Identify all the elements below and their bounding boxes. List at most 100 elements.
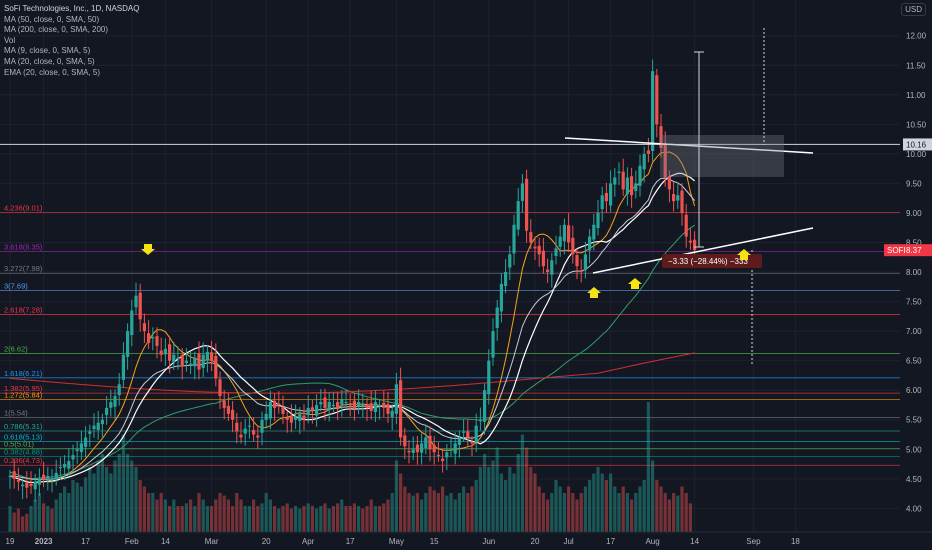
- fib-level-label: 0.236(4.73): [4, 456, 43, 465]
- volume-bar: [352, 503, 356, 532]
- symbol-title[interactable]: SoFi Technologies, Inc., 1D, NASDAQ: [4, 4, 140, 13]
- volume-bar: [205, 506, 209, 532]
- legend-ma200[interactable]: MA (200, close, 0, SMA, 200): [4, 25, 109, 35]
- volume-bar: [298, 508, 302, 532]
- candle-body: [260, 419, 264, 433]
- volume-bar: [319, 506, 323, 532]
- fib-level-label: 2(6.62): [4, 345, 28, 354]
- legend-ma20[interactable]: MA (20, close, 0, SMA, 5): [4, 56, 95, 66]
- price-tick: 6.50: [906, 357, 922, 366]
- price-tick: 7.00: [906, 327, 922, 336]
- volume-bar: [634, 493, 638, 532]
- candle-body: [457, 437, 461, 445]
- fib-level-label: 1(5.54): [4, 408, 28, 417]
- candle-body: [113, 396, 117, 407]
- price-axis[interactable]: 12.00 11.50 11.00 10.50 10.00 9.50 9.00 8.50 8.0…: [884, 0, 932, 550]
- candle-body: [609, 183, 613, 206]
- volume-bar: [516, 454, 520, 532]
- ma200-line: [9, 352, 695, 394]
- volume-bar: [155, 499, 159, 532]
- candle-body: [688, 240, 692, 243]
- candle-body: [588, 236, 592, 251]
- volume-bar: [520, 434, 524, 532]
- volume-bar: [596, 467, 600, 532]
- candle-body: [58, 467, 62, 469]
- time-axis[interactable]: 19 2023 17 Feb 14 Mar 20 Apr 17 May 15 Jun 20 Jul 17 Au…: [0, 531, 932, 546]
- volume-bar: [54, 499, 58, 532]
- volume-bar: [327, 508, 331, 532]
- volume-bar: [172, 499, 176, 532]
- volume-bar: [508, 467, 512, 532]
- volume-bar: [474, 480, 478, 532]
- volume-bar: [583, 486, 587, 532]
- volume-bar: [8, 506, 12, 532]
- volume-bar: [357, 506, 361, 532]
- volume-bar: [331, 506, 335, 532]
- volume-bar: [336, 503, 340, 532]
- volume-bar: [617, 493, 621, 532]
- candle-body: [630, 176, 634, 196]
- volume-bar: [294, 506, 298, 532]
- volume-bar: [453, 499, 457, 532]
- candle-body: [638, 165, 642, 186]
- legend-ma50[interactable]: MA (50, close, 0, SMA, 50): [4, 14, 100, 24]
- candle-body: [25, 482, 29, 488]
- candle-body: [378, 404, 382, 407]
- volume-bar: [130, 460, 134, 532]
- price-tick: 11.00: [906, 91, 926, 100]
- candle-body: [189, 363, 193, 365]
- candle-body: [365, 405, 369, 408]
- volume-bar: [550, 493, 554, 532]
- price-tick: 6.00: [906, 386, 922, 395]
- volume-bar: [609, 473, 613, 532]
- fibonacci-levels: 4.236(9.01) 3.618(8.35) 3.272(7.98) 3(7.69)…: [0, 203, 900, 466]
- candle-body: [571, 237, 575, 255]
- candle-body: [634, 183, 638, 191]
- time-tick: Apr: [302, 537, 315, 546]
- volume-bar: [428, 486, 432, 532]
- volume-bar: [621, 486, 625, 532]
- legend-ma9[interactable]: MA (9, close, 0, SMA, 5): [4, 46, 91, 56]
- volume-bar: [491, 460, 495, 532]
- volume-bar: [365, 506, 369, 532]
- candle-body: [138, 292, 142, 320]
- volume-bar: [680, 486, 684, 532]
- volume-bar: [684, 493, 688, 532]
- time-tick: 2023: [35, 537, 53, 546]
- candle-body: [466, 431, 470, 438]
- volume-bar: [243, 506, 247, 532]
- candle-body: [142, 323, 146, 332]
- fib-level-label: 4.236(9.01): [4, 203, 43, 212]
- volume-bar: [67, 493, 71, 532]
- candle-body: [239, 434, 243, 438]
- legend-ema20[interactable]: EMA (20, close, 0, SMA, 5): [4, 67, 101, 77]
- highlight-box: [660, 135, 784, 177]
- candle-body: [369, 403, 373, 411]
- candle-body: [134, 295, 138, 308]
- volume-bar: [268, 499, 272, 532]
- volume-bar: [373, 506, 377, 532]
- candle-body: [646, 150, 650, 154]
- volume-bar: [315, 508, 319, 532]
- currency-button[interactable]: USD: [901, 3, 926, 16]
- candle-body: [151, 337, 155, 339]
- legend-vol[interactable]: Vol: [4, 35, 16, 45]
- volume-bar: [197, 493, 201, 532]
- volume-bar: [487, 467, 491, 532]
- volume-bar: [348, 506, 352, 532]
- candle-body: [676, 195, 680, 201]
- candle-body: [449, 449, 453, 451]
- fib-level-label: 3.618(8.35): [4, 242, 43, 251]
- candle-body: [63, 464, 67, 468]
- volume-bar: [646, 402, 650, 532]
- volume-bar: [105, 467, 109, 532]
- candle-body: [277, 403, 281, 405]
- ma9-line: [9, 151, 696, 484]
- candle-body: [155, 336, 159, 346]
- volume-bar: [58, 493, 62, 532]
- time-tick: 20: [262, 537, 271, 546]
- ma20-line: [9, 172, 695, 484]
- candle-body: [315, 404, 319, 416]
